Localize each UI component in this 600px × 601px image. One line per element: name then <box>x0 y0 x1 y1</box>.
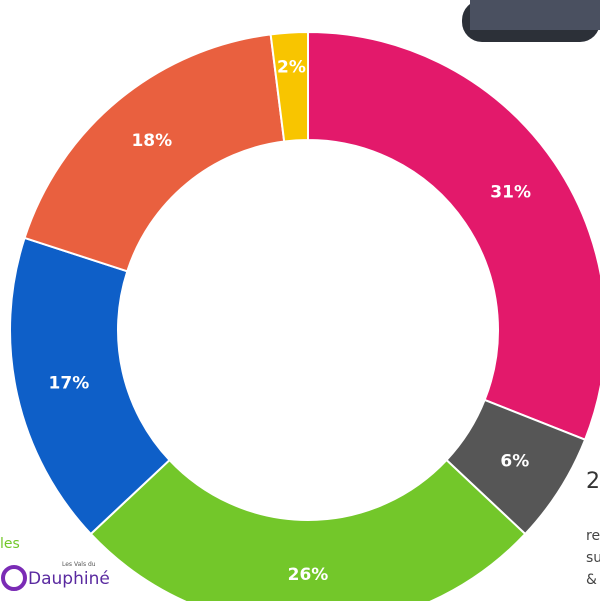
slice-label: 31% <box>490 182 531 202</box>
slice-label: 17% <box>49 373 90 393</box>
annotation: Les Vals du <box>62 561 96 568</box>
annotation: su <box>586 550 600 566</box>
page: {"chart_data": {"type": "pie", "donut": … <box>0 0 600 601</box>
annotation: 2 <box>586 469 600 494</box>
annotation: & <box>586 572 597 588</box>
slice-label: 6% <box>500 451 529 471</box>
logo-ring <box>3 567 25 589</box>
annotation: Dauphiné <box>28 569 110 589</box>
annotation: les <box>0 536 20 552</box>
chart: 31% 6% 26% 17% 18% 2% les Les Vals duDauphiné 2 r… <box>0 0 600 601</box>
photo-corner-inner <box>470 0 600 30</box>
slice-label: 18% <box>131 131 172 151</box>
slice-label: 26% <box>288 565 329 585</box>
slice-label: 2% <box>277 58 306 78</box>
annotation: re <box>586 528 600 544</box>
slice <box>308 32 600 440</box>
slice <box>25 34 285 271</box>
